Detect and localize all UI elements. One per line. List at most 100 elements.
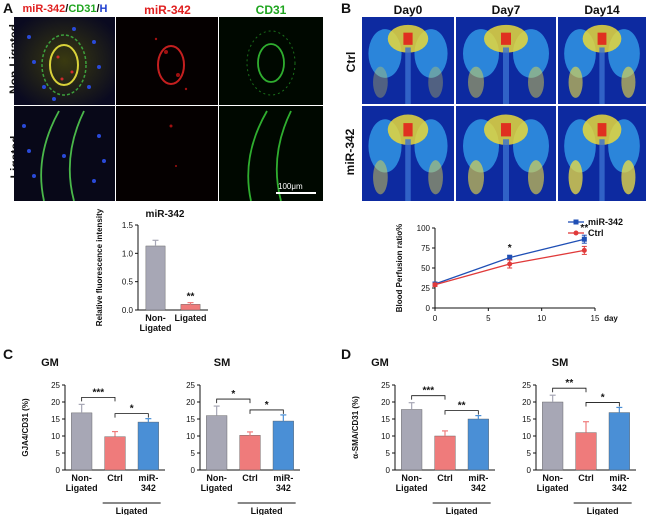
x-tick-label: 5 xyxy=(486,314,491,323)
group-label: Ligated xyxy=(251,506,283,515)
micrograph-mir-nonligated xyxy=(116,17,218,105)
panel-label-b: B xyxy=(341,0,352,16)
significance-label: ** xyxy=(187,292,195,303)
y-tick-label: 5 xyxy=(386,449,391,458)
significance-label: *** xyxy=(92,387,104,398)
significance-label: * xyxy=(601,392,605,403)
y-tick-label: 25 xyxy=(186,381,195,390)
x-tick-label: Ligated xyxy=(396,483,428,493)
y-tick-label: 25 xyxy=(522,381,531,390)
y-tick-label: 5 xyxy=(191,449,196,458)
bar xyxy=(137,421,159,471)
y-axis-label: Relative fluorescence intensity xyxy=(95,208,104,326)
x-tick-label: Non- xyxy=(542,473,563,483)
perfusion-image-ctrl-day14 xyxy=(558,17,646,104)
x-tick-label: 15 xyxy=(591,314,600,323)
significance-bracket xyxy=(216,398,251,404)
significance-label: * xyxy=(231,389,235,400)
y-tick-label: 20 xyxy=(51,398,60,407)
y-tick-label: 50 xyxy=(421,264,430,273)
legend-marker xyxy=(573,219,579,225)
y-tick-label: 0.0 xyxy=(122,306,134,315)
x-tick-label: miR- xyxy=(273,473,293,483)
bar xyxy=(575,432,597,471)
micrograph-merge-ligated xyxy=(14,106,115,201)
legend-marker xyxy=(573,230,579,236)
legend-label: miR-342 xyxy=(588,217,623,227)
panel-b-row-label-ctrl: Ctrl xyxy=(344,51,358,73)
x-tick-label: 342 xyxy=(612,483,627,493)
panel-label-d: D xyxy=(341,346,352,362)
perfusion-image-mir342-day7 xyxy=(456,106,556,201)
data-point xyxy=(581,236,587,242)
y-tick-label: 10 xyxy=(51,432,60,441)
y-tick-label: 0 xyxy=(191,466,196,475)
x-tick-label: Ctrl xyxy=(107,473,123,483)
bar xyxy=(542,401,564,471)
perfusion-image-mir342-day0 xyxy=(362,106,454,201)
x-tick-label: Ctrl xyxy=(578,473,594,483)
data-point xyxy=(432,282,438,288)
significance-label: *** xyxy=(422,386,434,397)
bar xyxy=(71,412,93,471)
y-tick-label: 0 xyxy=(56,466,61,475)
panel-a-mir-header: miR-342 xyxy=(144,3,191,17)
x-tick-label: miR- xyxy=(138,473,158,483)
x-tick-label: Non- xyxy=(206,473,227,483)
y-tick-label: 25 xyxy=(51,381,60,390)
y-tick-label: 20 xyxy=(186,398,195,407)
bar xyxy=(401,409,423,471)
x-tick-label: 0 xyxy=(433,314,438,323)
x-tick-label: miR- xyxy=(609,473,629,483)
x-tick-label: 10 xyxy=(537,314,546,323)
panel-b-header-day0: Day0 xyxy=(393,3,423,17)
significance-bracket xyxy=(114,413,149,418)
chart-blood-perfusion: Blood Perfusion ratio% 0 25 50 75 100 0 5 10 15 da… xyxy=(395,217,623,323)
x-tick-label: 342 xyxy=(141,483,156,493)
x-axis-label: day xyxy=(604,314,618,323)
y-tick-label: 5 xyxy=(527,449,532,458)
chart-title: miR-342 xyxy=(146,209,185,220)
panel-b-header-day7: Day7 xyxy=(491,3,521,17)
bar xyxy=(467,418,489,471)
chart-title: GM xyxy=(371,357,389,369)
bar xyxy=(434,435,456,471)
y-axis-label: α-SMA/CD31 (%) xyxy=(351,396,360,459)
y-tick-label: 0 xyxy=(426,304,431,313)
data-point xyxy=(507,261,513,267)
chart-title: SM xyxy=(552,357,569,369)
significance-bracket xyxy=(249,409,284,414)
x-tick-label: 342 xyxy=(471,483,486,493)
y-tick-label: 25 xyxy=(421,284,430,293)
x-tick-label: Ctrl xyxy=(437,473,453,483)
y-tick-label: 10 xyxy=(186,432,195,441)
y-tick-label: 100 xyxy=(417,224,431,233)
chart-title: GM xyxy=(41,357,59,369)
y-axis-label: Blood Perfusion ratio% xyxy=(395,224,404,312)
bar xyxy=(180,304,201,311)
significance-label: * xyxy=(508,243,512,254)
y-tick-label: 10 xyxy=(522,432,531,441)
y-tick-label: 25 xyxy=(381,381,390,390)
chart-d-gm: GMα-SMA/CD31 (%)0510152025Non-LigatedCtr… xyxy=(351,357,495,515)
scale-bar xyxy=(276,192,316,194)
panel-a-cd31-header: CD31 xyxy=(255,3,287,17)
panel-label-a: A xyxy=(3,0,14,16)
scale-bar-label: 100μm xyxy=(278,182,303,191)
micrograph-mir-ligated xyxy=(116,106,218,201)
y-tick-label: 15 xyxy=(51,415,60,424)
x-tick-label: Ligated xyxy=(139,323,171,333)
x-tick-label: Ligated xyxy=(66,483,98,493)
panel-a-merge-header: miR-342/CD31/H xyxy=(22,3,108,15)
y-tick-label: 5 xyxy=(56,449,61,458)
x-tick-label: Non- xyxy=(401,473,422,483)
y-tick-label: 0 xyxy=(527,466,532,475)
perfusion-image-ctrl-day7 xyxy=(456,17,556,104)
y-tick-label: 20 xyxy=(381,398,390,407)
x-tick-label: Ligated xyxy=(537,483,569,493)
x-tick-label: Ctrl xyxy=(242,473,258,483)
y-axis-label: GJA4/CD31 (%) xyxy=(21,398,30,457)
bar xyxy=(104,436,126,471)
